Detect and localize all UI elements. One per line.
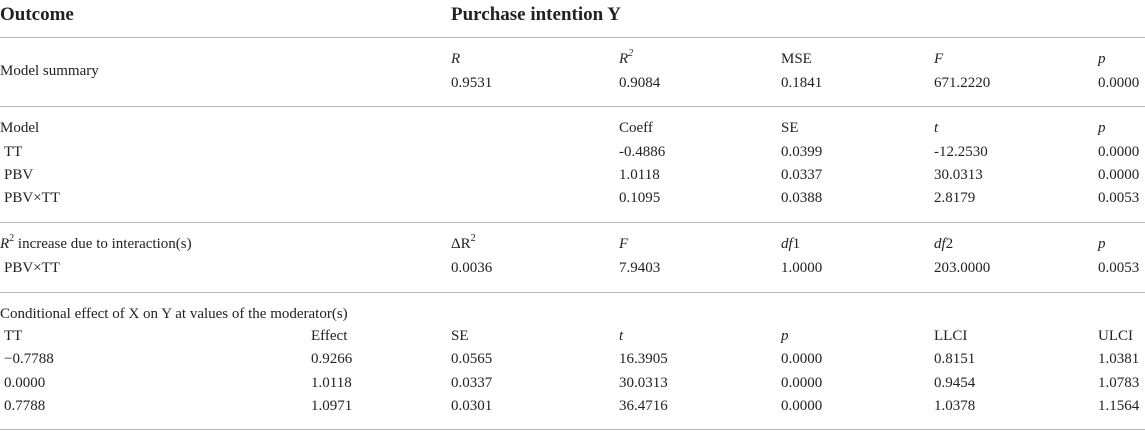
col-p-header: p — [1098, 51, 1106, 67]
divider-4 — [0, 292, 1145, 293]
table-cell: 30.0313 — [934, 167, 983, 183]
col-p-header: p — [1098, 120, 1106, 136]
table-cell: 203.0000 — [934, 260, 991, 276]
table-cell: 0.0036 — [451, 260, 493, 276]
col-p-header: p — [781, 328, 789, 344]
table-cell: 30.0313 — [619, 375, 668, 391]
col-df1-header: df1 — [781, 236, 801, 252]
table-cell: 0.0000 — [781, 375, 823, 391]
table-row-name: PBV — [4, 167, 34, 183]
f-value: 671.2220 — [934, 75, 991, 91]
table-cell: 1.0118 — [311, 375, 352, 391]
table-cell: 0.0399 — [781, 144, 823, 160]
r-value: 0.9531 — [451, 75, 493, 91]
table-cell: 0.0000 — [4, 375, 46, 391]
divider-2 — [0, 106, 1145, 107]
mse-value: 0.1841 — [781, 75, 823, 91]
table-cell: 0.0053 — [1098, 260, 1140, 276]
table-cell: 1.0971 — [311, 398, 353, 414]
table-cell: 0.9454 — [934, 375, 976, 391]
table-cell: 0.0388 — [781, 190, 823, 206]
col-tt-header: TT — [4, 328, 23, 344]
table-cell: 0.0000 — [781, 351, 823, 367]
table-cell: 7.9403 — [619, 260, 661, 276]
table-cell: -12.2530 — [934, 144, 988, 160]
col-se-header: SE — [451, 328, 469, 344]
table-header: Outcome Purchase intention Y — [0, 0, 1145, 38]
table-cell: 0.9266 — [311, 351, 353, 367]
table-row-name: PBV×TT — [4, 260, 60, 276]
divider-3 — [0, 222, 1145, 223]
col-r-header: R — [451, 51, 461, 67]
table-cell: 1.0783 — [1098, 375, 1140, 391]
table-cell: 0.0000 — [781, 398, 823, 414]
conditional-label: Conditional effect of X on Y at values o… — [0, 306, 348, 322]
table-cell: 1.1564 — [1098, 398, 1140, 414]
table-cell: 16.3905 — [619, 351, 668, 367]
table-row-name: TT — [4, 144, 23, 160]
col-f-header: F — [934, 51, 944, 67]
table-cell: 0.0000 — [1098, 167, 1140, 183]
table-cell: −0.7788 — [4, 351, 54, 367]
interaction-label: R2 increase due to interaction(s) — [0, 233, 192, 253]
model-summary-label: Model summary — [0, 63, 99, 79]
col-f-header: F — [619, 236, 629, 252]
col-coeff-header: Coeff — [619, 120, 653, 136]
table-cell: 1.0381 — [1098, 351, 1140, 367]
col-r2-header: R2 — [619, 48, 634, 68]
col-ulci-header: ULCI — [1098, 328, 1133, 344]
table-cell: 2.8179 — [934, 190, 976, 206]
table-cell: 0.0053 — [1098, 190, 1140, 206]
col-delta-r2-header: ΔR2 — [451, 233, 476, 253]
table-cell: 0.8151 — [934, 351, 976, 367]
outcome-header: Outcome — [0, 4, 74, 25]
p-value: 0.0000 — [1098, 75, 1140, 91]
purchase-intention-header: Purchase intention Y — [451, 4, 621, 25]
table-cell: -0.4886 — [619, 144, 666, 160]
divider-5 — [0, 429, 1145, 430]
col-t-header: t — [619, 328, 624, 344]
model-label: Model — [0, 120, 40, 136]
col-se-header: SE — [781, 120, 799, 136]
divider-1 — [0, 37, 1145, 38]
table-cell: 0.0565 — [451, 351, 493, 367]
table-cell: 0.0000 — [1098, 144, 1140, 160]
col-mse-header: MSE — [781, 51, 812, 67]
col-effect-header: Effect — [311, 328, 348, 344]
r2-value: 0.9084 — [619, 75, 661, 91]
col-p-header: p — [1098, 236, 1106, 252]
col-llci-header: LLCI — [934, 328, 968, 344]
table-cell: 0.0337 — [781, 167, 823, 183]
col-t-header: t — [934, 120, 939, 136]
table-cell: 0.0337 — [451, 375, 493, 391]
table-cell: 0.1095 — [619, 190, 661, 206]
table-cell: 1.0000 — [781, 260, 823, 276]
table-cell: 1.0118 — [619, 167, 660, 183]
table-row-name: PBV×TT — [4, 190, 60, 206]
table-cell: 0.0301 — [451, 398, 493, 414]
col-df2-header: df2 — [934, 236, 954, 252]
table-cell: 1.0378 — [934, 398, 976, 414]
table-cell: 0.7788 — [4, 398, 46, 414]
table-cell: 36.4716 — [619, 398, 668, 414]
